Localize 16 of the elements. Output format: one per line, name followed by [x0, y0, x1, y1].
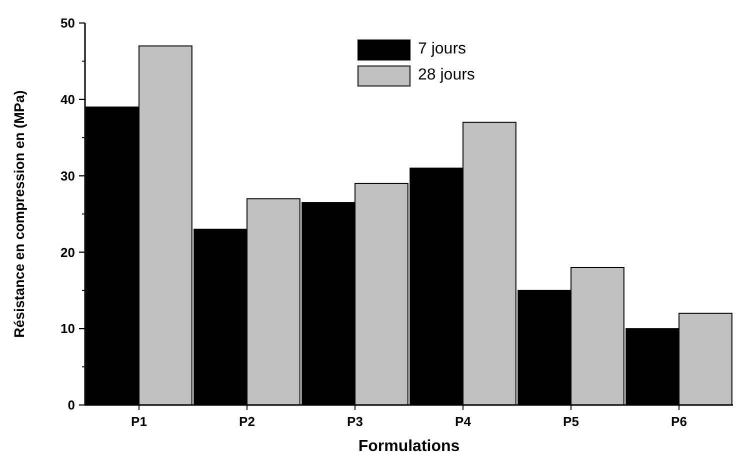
y-tick-label: 0	[68, 398, 75, 413]
y-tick-label: 10	[60, 321, 75, 336]
x-tick-label: P2	[239, 414, 255, 429]
x-tick-label: P3	[347, 414, 363, 429]
x-tick-label: P4	[455, 414, 472, 429]
x-tick-label: P1	[131, 414, 147, 429]
legend-label: 28 jours	[418, 66, 475, 84]
y-axis-title: Résistance en compression en (MPa)	[11, 90, 27, 338]
y-tick-label: 50	[60, 16, 75, 31]
x-axis-title: Formulations	[358, 438, 460, 455]
y-tick-label: 20	[60, 244, 75, 260]
y-tick-label: 30	[60, 168, 75, 184]
x-tick-label: P5	[563, 414, 579, 429]
x-tick-label: P6	[671, 414, 687, 429]
legend-label: 7 jours	[418, 40, 466, 58]
y-tick-label: 40	[60, 92, 75, 107]
